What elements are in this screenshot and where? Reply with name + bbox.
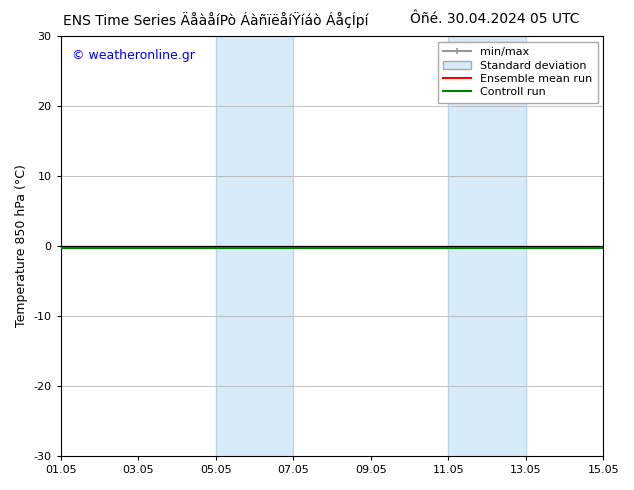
Text: ENS Time Series ÄåàåíPò ÁàñïëåíŸíáò ÁåçÍpí: ENS Time Series ÄåàåíPò ÁàñïëåíŸíáò ÁåçÍ… bbox=[63, 12, 368, 28]
Legend: min/max, Standard deviation, Ensemble mean run, Controll run: min/max, Standard deviation, Ensemble me… bbox=[437, 42, 598, 103]
Text: © weatheronline.gr: © weatheronline.gr bbox=[72, 49, 195, 62]
Bar bbox=[448, 36, 526, 456]
Text: Ôñé. 30.04.2024 05 UTC: Ôñé. 30.04.2024 05 UTC bbox=[410, 12, 579, 26]
Bar bbox=[216, 36, 293, 456]
Y-axis label: Temperature 850 hPa (°C): Temperature 850 hPa (°C) bbox=[15, 165, 28, 327]
